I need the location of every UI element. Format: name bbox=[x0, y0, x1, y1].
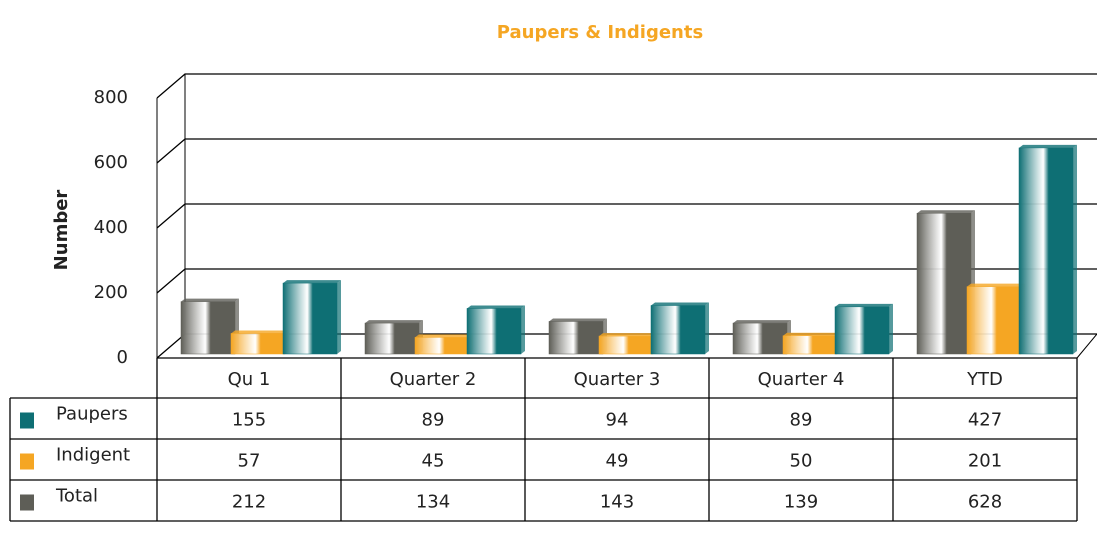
y-tick-label: 0 bbox=[117, 347, 128, 368]
bar bbox=[180, 301, 236, 355]
bar bbox=[282, 282, 338, 355]
bar-top bbox=[467, 305, 525, 309]
legend-key bbox=[20, 412, 34, 429]
table-cell: 155 bbox=[232, 410, 266, 431]
bar bbox=[834, 306, 890, 355]
table-cell: 212 bbox=[232, 492, 266, 513]
table-cell: 427 bbox=[968, 410, 1002, 431]
legend-label: Indigent bbox=[56, 445, 130, 466]
grid-line bbox=[156, 203, 1097, 229]
y-tick-label: 400 bbox=[94, 217, 128, 238]
grid-line bbox=[156, 138, 1097, 164]
table-cell: 89 bbox=[422, 410, 445, 431]
y-axis-label: Number bbox=[51, 190, 72, 271]
table-cell: 50 bbox=[790, 451, 813, 472]
bar bbox=[598, 335, 654, 355]
legend-label: Paupers bbox=[56, 404, 128, 425]
bar-side bbox=[337, 280, 341, 354]
bar bbox=[548, 321, 604, 355]
floor-edge bbox=[1076, 333, 1097, 359]
bar-top bbox=[917, 210, 975, 214]
bar bbox=[966, 286, 1022, 355]
category-label: YTD bbox=[966, 369, 1003, 390]
bar-top bbox=[651, 302, 709, 306]
table-cell: 628 bbox=[968, 492, 1002, 513]
table-cell: 49 bbox=[606, 451, 629, 472]
bar-top bbox=[1019, 144, 1077, 148]
table-cell: 57 bbox=[238, 451, 261, 472]
y-tick-label: 600 bbox=[94, 152, 128, 173]
bar-top bbox=[181, 298, 239, 302]
table-cell: 139 bbox=[784, 492, 818, 513]
bar bbox=[650, 305, 706, 355]
bar-top bbox=[835, 303, 893, 307]
legend-label: Total bbox=[55, 486, 98, 507]
grid-line bbox=[156, 268, 1097, 294]
bar-side bbox=[521, 305, 525, 354]
bar bbox=[916, 212, 972, 355]
table-cell: 94 bbox=[606, 410, 629, 431]
category-label: Quarter 4 bbox=[758, 369, 845, 390]
category-label: Quarter 3 bbox=[574, 369, 661, 390]
bar-top bbox=[599, 333, 657, 337]
table-cell: 89 bbox=[790, 410, 813, 431]
legend-key bbox=[20, 494, 34, 511]
bar-top bbox=[549, 318, 607, 322]
bar-top bbox=[733, 320, 791, 324]
table-cell: 201 bbox=[968, 451, 1002, 472]
bar-top bbox=[365, 320, 423, 324]
category-label: Qu 1 bbox=[228, 369, 271, 390]
bar-top bbox=[783, 332, 841, 336]
legend-key bbox=[20, 453, 34, 470]
bar bbox=[732, 322, 788, 355]
bar-side bbox=[889, 303, 893, 354]
bar-top bbox=[415, 334, 473, 338]
bar-top bbox=[283, 280, 341, 284]
y-tick-label: 200 bbox=[94, 282, 128, 303]
table-cell: 134 bbox=[416, 492, 450, 513]
bar-top bbox=[231, 330, 289, 334]
y-tick-label: 800 bbox=[94, 87, 128, 108]
bar-side bbox=[1073, 144, 1077, 354]
bar-top bbox=[967, 283, 1025, 287]
bar bbox=[1018, 147, 1074, 355]
grid-line bbox=[156, 73, 1097, 99]
bar bbox=[782, 335, 838, 355]
chart-title: Paupers & Indigents bbox=[497, 22, 703, 43]
bar bbox=[364, 322, 420, 355]
bar-side bbox=[705, 302, 709, 354]
table-cell: 45 bbox=[422, 451, 445, 472]
bar bbox=[230, 333, 286, 355]
category-label: Quarter 2 bbox=[390, 369, 477, 390]
bar bbox=[414, 337, 470, 355]
bar bbox=[466, 308, 522, 355]
table-cell: 143 bbox=[600, 492, 634, 513]
